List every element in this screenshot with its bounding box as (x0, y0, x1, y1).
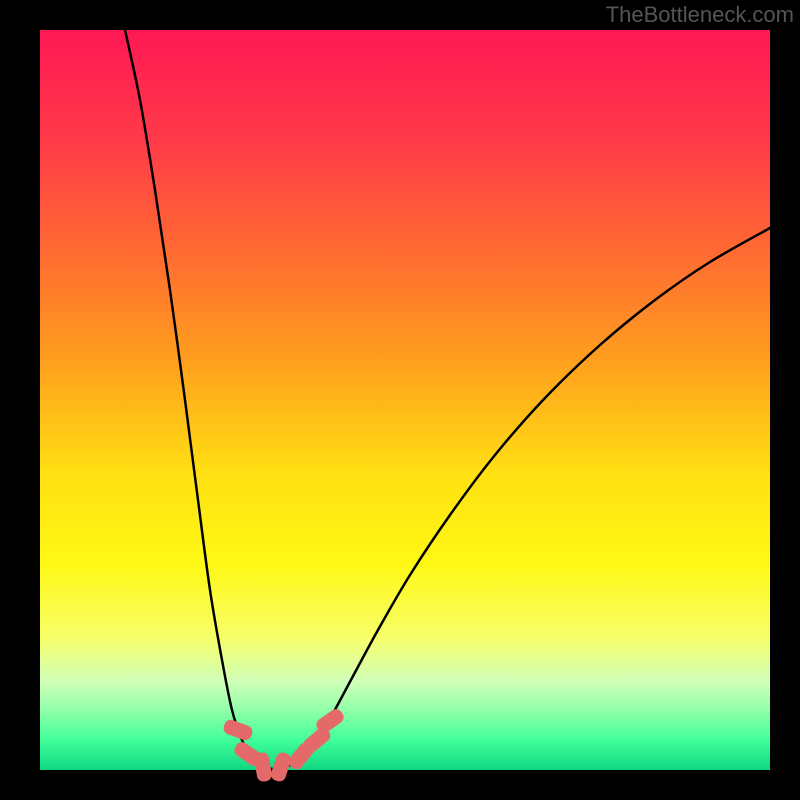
chart-container: TheBottleneck.com (0, 0, 800, 800)
bottleneck-chart (0, 0, 800, 800)
gradient-plot-area (40, 30, 770, 770)
watermark-text: TheBottleneck.com (606, 2, 794, 28)
